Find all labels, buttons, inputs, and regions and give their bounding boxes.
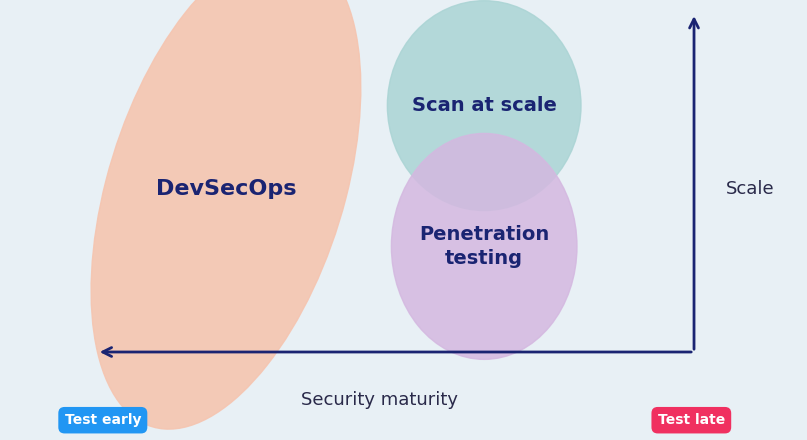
Text: Test late: Test late [658, 413, 725, 427]
Ellipse shape [391, 133, 577, 359]
Text: Scale: Scale [726, 180, 775, 198]
Text: DevSecOps: DevSecOps [156, 179, 296, 199]
Text: Scan at scale: Scan at scale [412, 96, 557, 115]
Ellipse shape [91, 0, 361, 429]
Ellipse shape [387, 1, 581, 210]
Text: Security maturity: Security maturity [301, 392, 458, 409]
Text: Test early: Test early [65, 413, 141, 427]
Text: Penetration
testing: Penetration testing [419, 225, 550, 268]
